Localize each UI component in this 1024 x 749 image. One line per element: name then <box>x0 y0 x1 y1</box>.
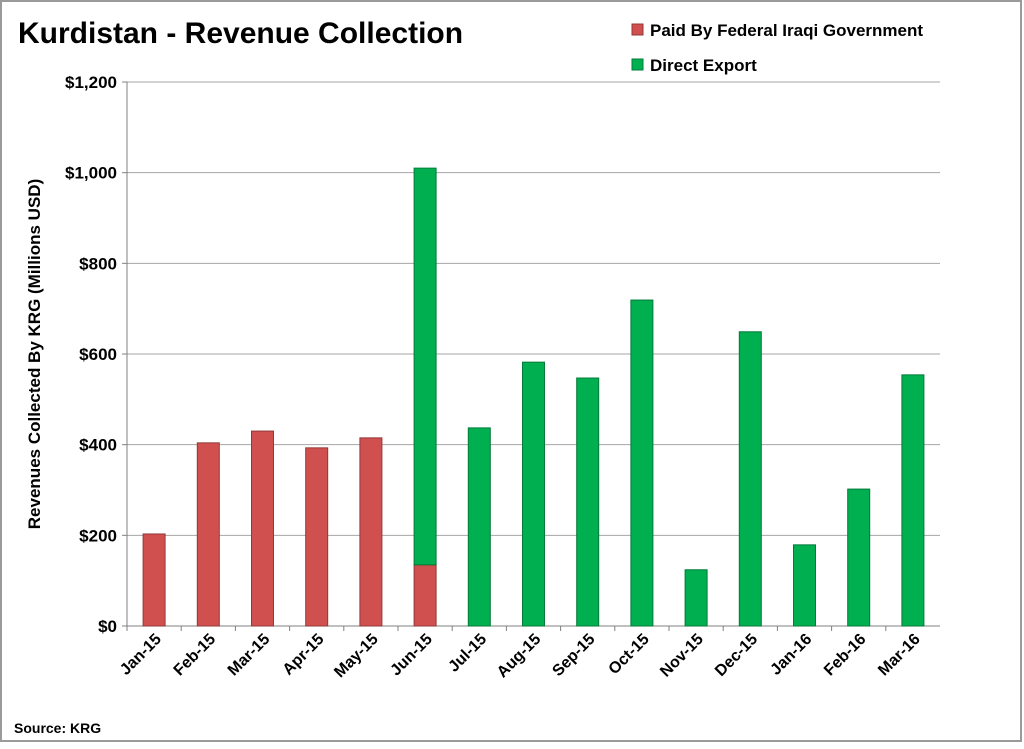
bar-segment <box>630 299 654 627</box>
bar-segment <box>467 427 491 627</box>
y-axis-label: Revenues Collected By KRG (Millions USD) <box>25 179 44 529</box>
bar-segment <box>359 437 383 627</box>
bar-segment <box>522 361 545 627</box>
bar-segment <box>196 442 220 627</box>
chart-title: Kurdistan - Revenue Collection <box>18 17 463 50</box>
legend-swatch <box>631 23 644 36</box>
y-tick-label: $800 <box>79 254 117 273</box>
bar-segment <box>305 447 329 627</box>
bar-segment <box>901 374 925 627</box>
y-tick-label: $0 <box>98 617 117 636</box>
legend-swatch <box>631 58 644 71</box>
y-tick-label: $200 <box>79 526 117 545</box>
y-tick-label: $400 <box>79 436 117 455</box>
bar-segment <box>793 544 816 627</box>
bar-segment <box>251 430 274 627</box>
source-note: Source: KRG <box>14 720 101 736</box>
legend-label: Direct Export <box>650 56 757 75</box>
bar-segment <box>738 331 762 627</box>
legend-label: Paid By Federal Iraqi Government <box>650 21 923 40</box>
y-tick-label: $1,000 <box>65 164 117 183</box>
bar-segment <box>413 564 437 627</box>
y-tick-label: $600 <box>79 345 117 364</box>
bar-segment <box>142 533 166 627</box>
y-tick-label: $1,200 <box>65 73 117 92</box>
bar-segment <box>847 488 871 627</box>
bar-segment <box>576 377 600 627</box>
bar-segment <box>684 569 708 627</box>
bar-segment <box>413 167 437 566</box>
